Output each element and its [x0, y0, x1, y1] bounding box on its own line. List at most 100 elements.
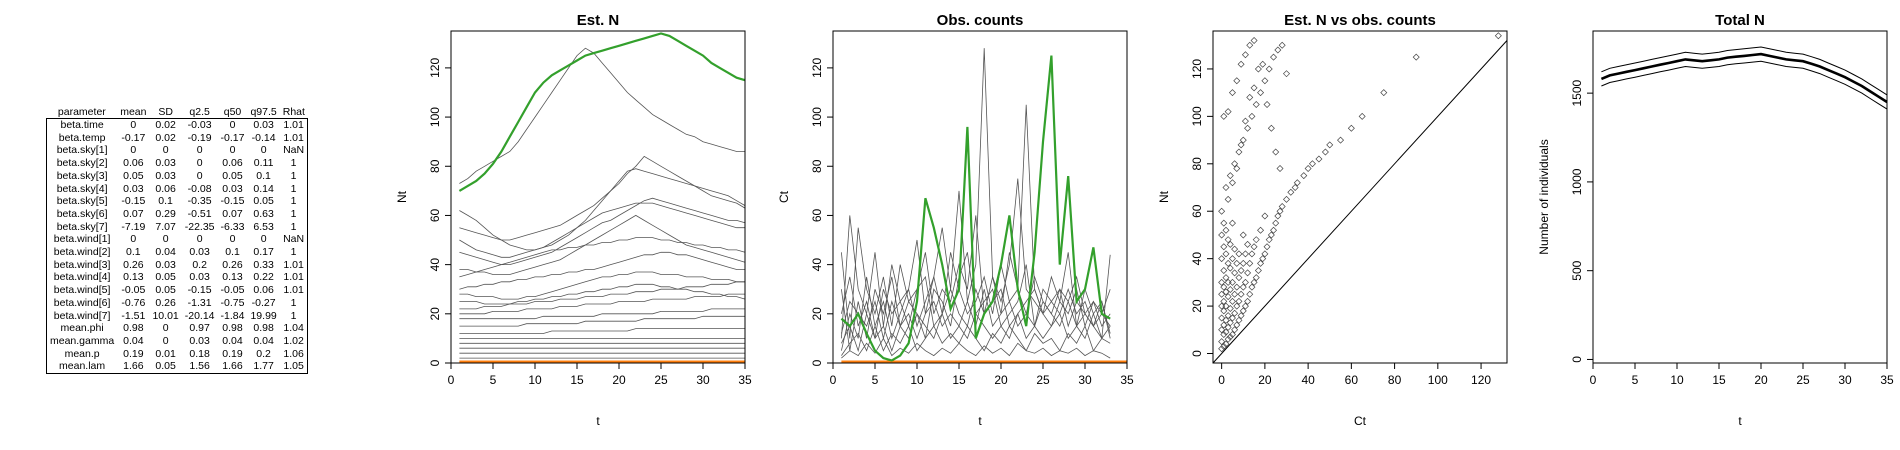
- scatter-point: [1259, 60, 1267, 68]
- y-tick-label: 60: [1190, 204, 1204, 218]
- scatter-point: [1250, 36, 1258, 44]
- table-row: mean.p 0.19 0.01 0.18 0.19 0.2 1.06: [47, 348, 308, 361]
- scatter-point: [1246, 93, 1254, 101]
- scatter-point: [1248, 112, 1256, 120]
- table-cell: 1.05: [283, 360, 304, 373]
- table-cell: 7.07: [155, 220, 176, 233]
- y-tick-label: 20: [810, 307, 824, 321]
- table-cell: 0.03: [123, 182, 144, 195]
- x-tick-label: 80: [1388, 373, 1402, 387]
- table-cell: 0.05: [155, 271, 176, 284]
- table-cell: 1.66: [123, 360, 144, 373]
- scatter-point: [1222, 226, 1230, 234]
- scatter-point: [1293, 179, 1301, 187]
- table-cell: 0.11: [253, 157, 274, 170]
- x-tick-label: 5: [490, 373, 497, 387]
- table-cell: 0: [229, 144, 236, 157]
- scatter-point: [1224, 312, 1232, 320]
- x-axis-label: t: [1738, 414, 1742, 428]
- table-cell: 1.01: [283, 119, 304, 131]
- table-cell: -20.14: [184, 309, 215, 322]
- table-cell: -0.15: [121, 195, 146, 208]
- scatter-point: [1231, 269, 1239, 277]
- plot-frame: [1592, 30, 1888, 364]
- x-axis-label: t: [978, 414, 982, 428]
- series-line: [459, 47, 745, 184]
- scatter-point: [1218, 255, 1226, 263]
- x-tick-label: 35: [1880, 373, 1894, 387]
- scatter-point: [1231, 290, 1239, 298]
- x-tick-label: 25: [654, 373, 668, 387]
- table-cell: 0.1: [256, 169, 271, 182]
- series-line: [459, 237, 746, 278]
- scatter-point: [1248, 283, 1256, 291]
- plot-area: [1600, 46, 1888, 110]
- x-tick-label: 20: [1258, 373, 1272, 387]
- x-tick-label: 10: [1670, 373, 1684, 387]
- y-tick-label: 500: [1570, 260, 1584, 280]
- scatter-point: [1263, 101, 1271, 109]
- scatter-point: [1233, 321, 1241, 329]
- scatter-point: [1222, 274, 1230, 282]
- table-row: beta.temp -0.17 0.02 -0.19 -0.17 -0.14 1.01: [47, 132, 308, 145]
- table-cell: 0.01: [155, 347, 176, 360]
- scatter-point: [1220, 342, 1228, 350]
- table-cell: 0.06: [253, 284, 274, 297]
- table-cell: -0.14: [251, 131, 276, 144]
- table-cell: 1: [290, 207, 297, 220]
- x-tick-label: 5: [872, 373, 879, 387]
- x-tick-label: 20: [994, 373, 1008, 387]
- table-cell: 0.13: [123, 271, 144, 284]
- scatter-point: [1278, 41, 1286, 49]
- chart-title: Obs. counts: [937, 12, 1024, 29]
- scatter-point: [1274, 46, 1282, 54]
- est-n-vs-obs-scatter: Est. N vs obs. counts 0 20 40 60 80 100 120 0 20 4…: [1157, 12, 1508, 428]
- table-cell: 0.05: [155, 284, 176, 297]
- series-line: [459, 281, 745, 310]
- scatter-point: [1412, 53, 1420, 61]
- scatter-point: [1304, 165, 1312, 173]
- table-cell: 1.06: [283, 347, 304, 360]
- scatter-point: [1228, 179, 1236, 187]
- table-cell: 0.04: [155, 246, 176, 259]
- table-cell: 0.02: [155, 119, 176, 131]
- scatter-point: [1272, 148, 1280, 156]
- scatter-point: [1265, 65, 1273, 73]
- scatter-point: [1239, 283, 1247, 291]
- scatter-point: [1270, 53, 1278, 61]
- scatter-point: [1263, 243, 1271, 251]
- scatter-point: [1321, 148, 1329, 156]
- scatter-point: [1233, 77, 1241, 85]
- table-cell: beta.temp: [58, 131, 106, 144]
- scatter-point: [1226, 264, 1234, 272]
- table-cell: 0.05: [253, 195, 274, 208]
- scatter-point: [1276, 165, 1284, 173]
- table-row: beta.sky[3] 0.05 0.03 0 0.05 0.1 1: [47, 170, 308, 183]
- y-tick-label: 20: [1190, 299, 1204, 313]
- table-cell: -0.03: [187, 119, 212, 131]
- table-cell: beta.wind[3]: [53, 258, 111, 271]
- table-cell: 0.97: [189, 322, 210, 335]
- y-axis-label: Number of individuals: [1537, 139, 1551, 254]
- scatter-point: [1241, 278, 1249, 286]
- scatter-point: [1380, 89, 1388, 97]
- scatter-point: [1235, 148, 1243, 156]
- scatter-point: [1244, 240, 1252, 248]
- table-cell: 0: [260, 144, 267, 157]
- scatter-point: [1231, 309, 1239, 317]
- scatter-point: [1235, 250, 1243, 258]
- scatter-point: [1254, 65, 1262, 73]
- table-cell: -0.35: [187, 195, 212, 208]
- y-tick-label: 120: [810, 58, 824, 78]
- table-cell: 0: [196, 157, 203, 170]
- est-n-chart: Est. N 0 5 10 15 20 25 30 35 0 20 40 60 80 100 120 t Nt: [395, 12, 752, 428]
- table-cell: 0.03: [155, 258, 176, 271]
- scatter-point: [1241, 117, 1249, 125]
- y-tick-label: 80: [1190, 157, 1204, 171]
- scatter-point: [1274, 212, 1282, 220]
- table-cell: 0.98: [253, 322, 274, 335]
- table-row: beta.sky[1] 0 0 0 0 0 NaN: [47, 144, 308, 157]
- table-cell: -22.35: [184, 220, 215, 233]
- table-row: beta.time 0 0.02 -0.03 0 0.03 1.01: [47, 119, 308, 132]
- table-cell: 1: [290, 157, 297, 170]
